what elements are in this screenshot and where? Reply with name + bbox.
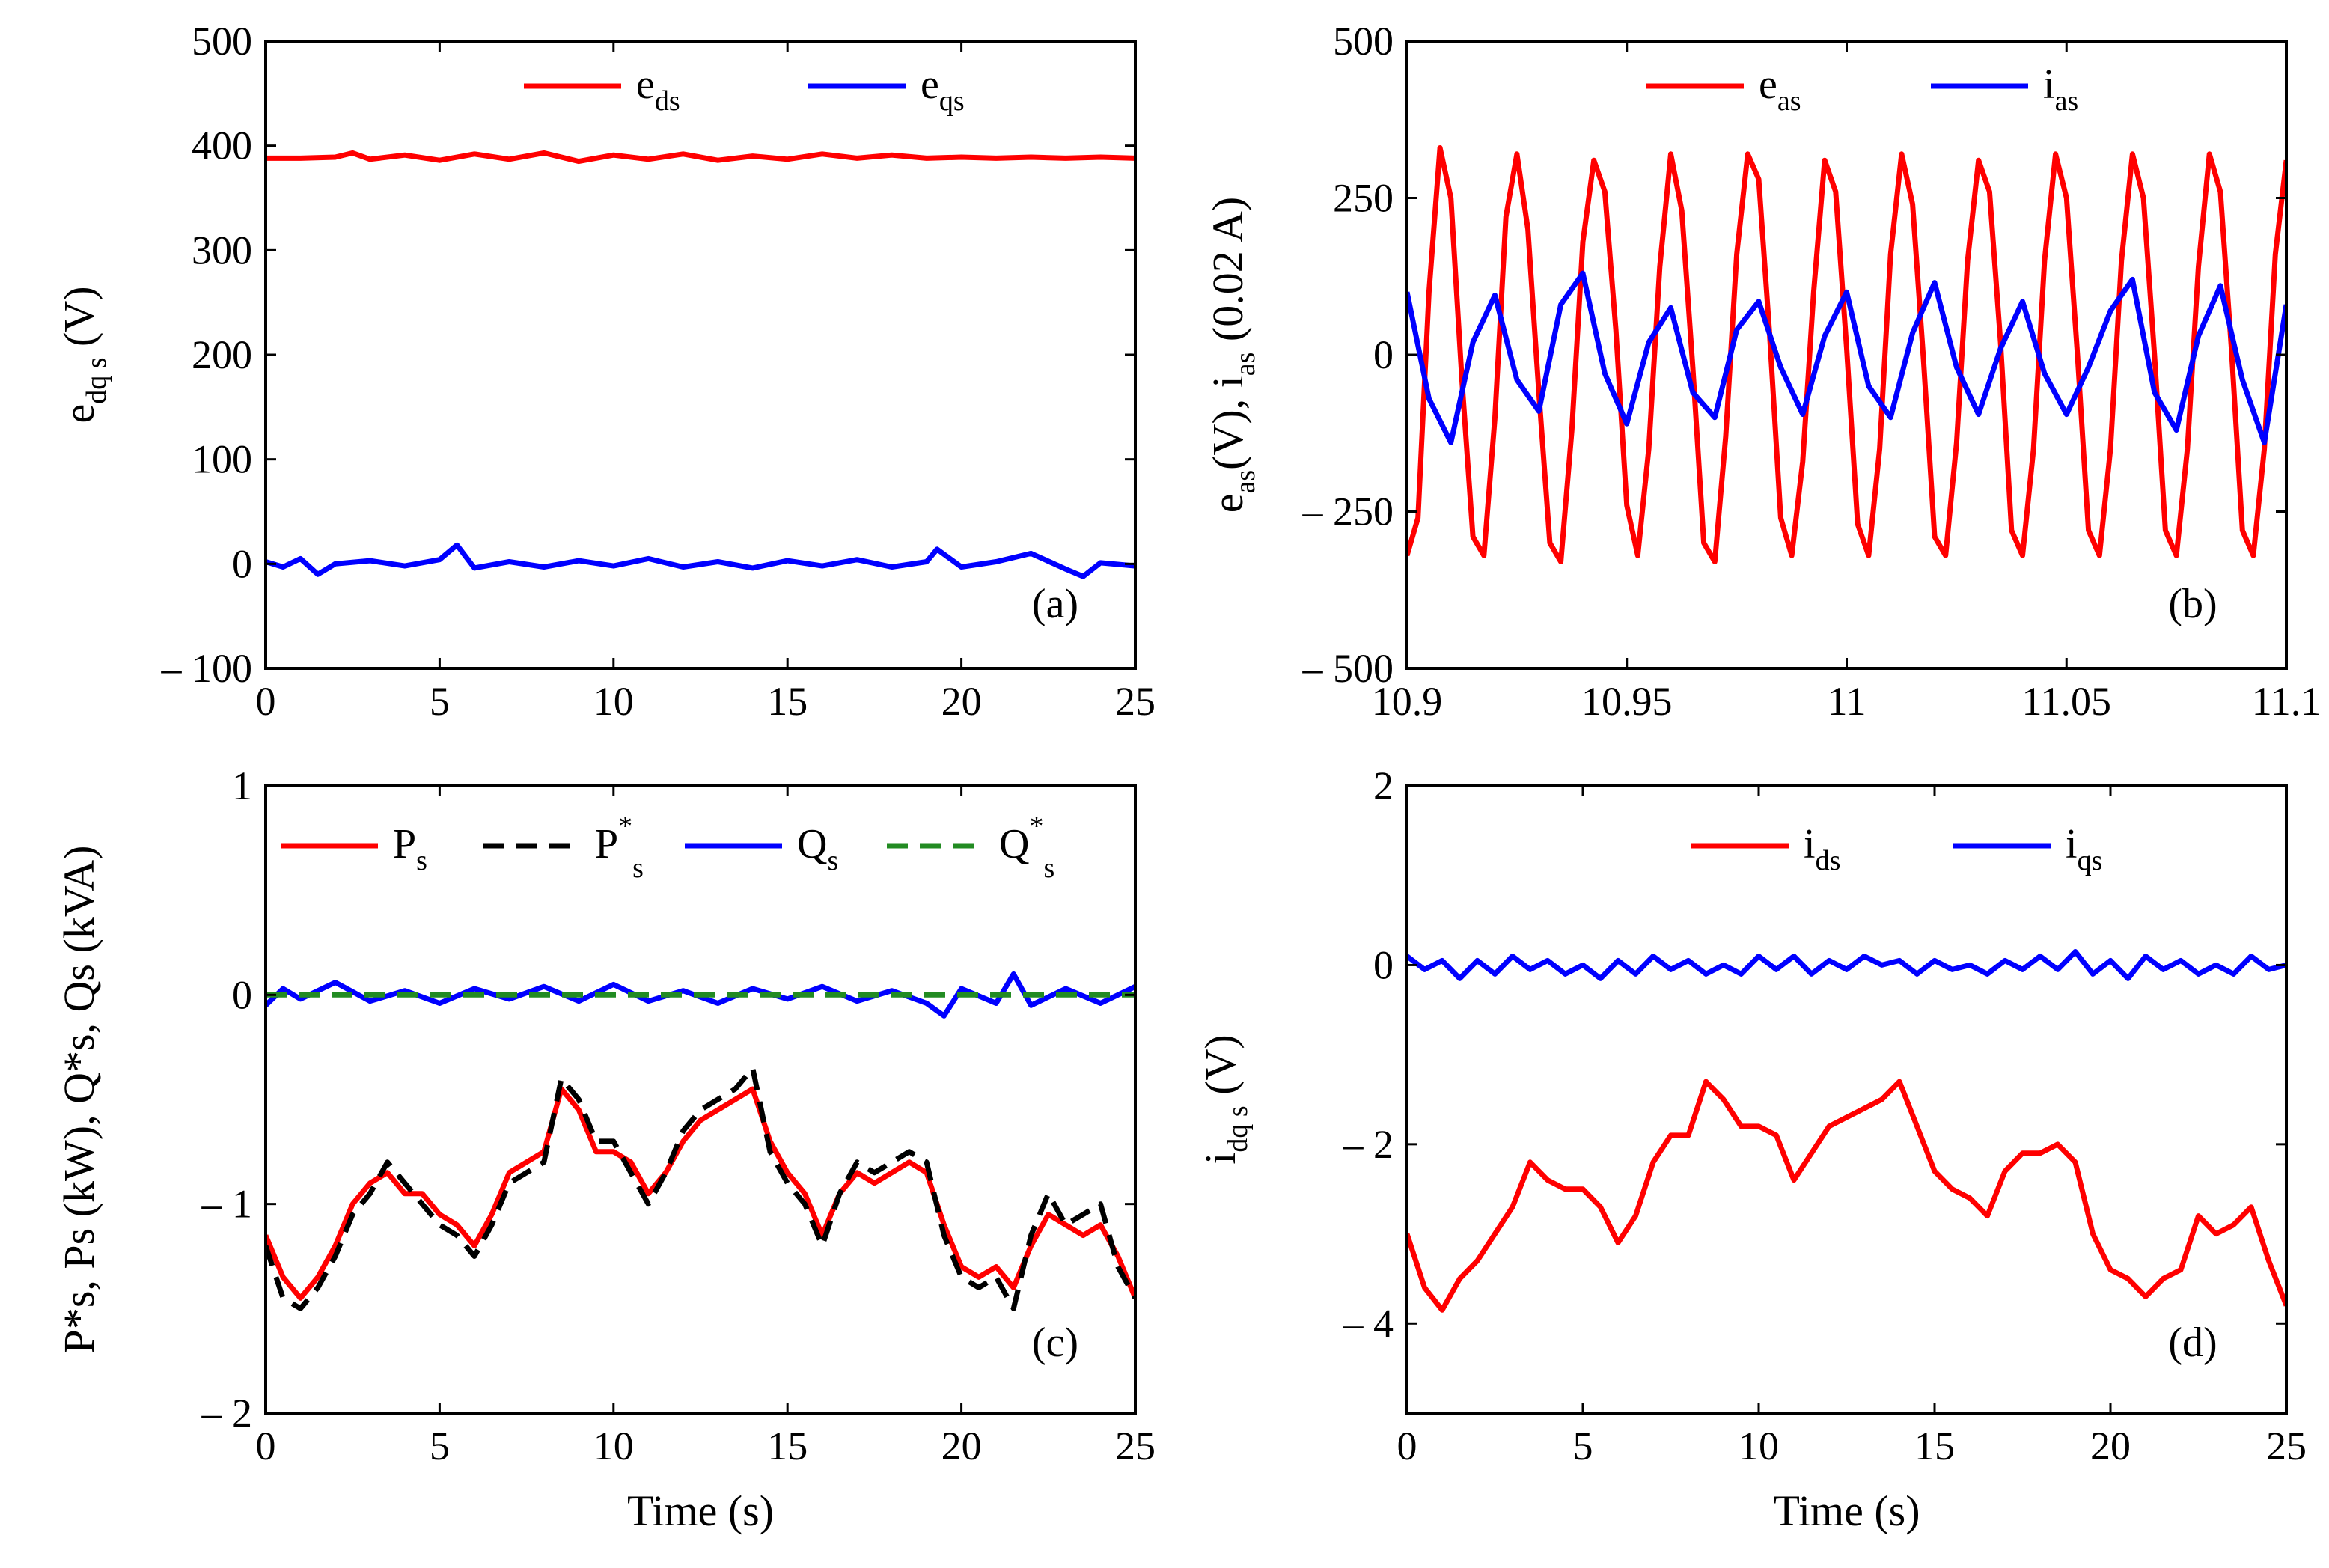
panel-c: 0 5 10 15 20 25 – 2 – 1 0 1 Time (s) P*s, Ps (kW), … bbox=[55, 763, 1156, 1535]
x-tick-label: 10 bbox=[593, 679, 634, 724]
y-tick-label: 250 bbox=[1333, 176, 1394, 221]
x-axis-label: Time (s) bbox=[1773, 1486, 1920, 1535]
x-tick-label: 5 bbox=[430, 1424, 450, 1468]
y-tick-label: 0 bbox=[232, 972, 252, 1017]
x-tick-label: 15 bbox=[767, 679, 808, 724]
legend-label: Ps bbox=[393, 821, 427, 876]
y-axis-label: eas(V), ias (0.02 A) bbox=[1203, 197, 1261, 513]
y-tick-label: 0 bbox=[1373, 942, 1394, 987]
y-tick-label: 0 bbox=[1373, 332, 1394, 377]
x-tick-label: 25 bbox=[2266, 1424, 2307, 1468]
panel-b: 10.9 10.95 11 11.05 11.1 – 500 – 250 0 250 500 eas… bbox=[1203, 19, 2321, 724]
x-tick-label: 10 bbox=[1739, 1424, 1779, 1468]
series-p-s bbox=[266, 1086, 1135, 1301]
legend-label: eas bbox=[1759, 61, 1801, 117]
legend-label: Q*s bbox=[999, 811, 1054, 884]
legend-label: eds bbox=[636, 61, 680, 117]
panel-d: 0 5 10 15 20 25 – 4 – 2 0 2 Time (s) idq s (V) ids iq… bbox=[1196, 763, 2307, 1535]
legend-label: P*s bbox=[595, 811, 644, 884]
y-tick-label: 0 bbox=[232, 541, 252, 586]
panel-label: (a) bbox=[1032, 581, 1078, 627]
y-tick-label: 500 bbox=[1333, 19, 1394, 64]
x-tick-label: 25 bbox=[1115, 1424, 1156, 1468]
y-tick-label: 1 bbox=[232, 763, 252, 808]
legend-label: eqs bbox=[921, 61, 965, 117]
y-tick-label: 500 bbox=[192, 19, 252, 64]
series-i-as bbox=[1407, 270, 2286, 445]
series-i-qs bbox=[1407, 949, 2286, 981]
x-tick-label: 15 bbox=[767, 1424, 808, 1468]
x-tick-label: 10.9 bbox=[1372, 679, 1443, 724]
series-e-as bbox=[1407, 145, 2286, 564]
x-tick-label: 5 bbox=[430, 679, 450, 724]
series-e-ds bbox=[266, 150, 1135, 165]
y-tick-label: 100 bbox=[192, 437, 252, 482]
x-tick-label: 25 bbox=[1115, 679, 1156, 724]
x-tick-label: 10.95 bbox=[1581, 679, 1673, 724]
x-tick-label: 20 bbox=[941, 1424, 982, 1468]
x-tick-label: 11 bbox=[1828, 679, 1866, 724]
x-tick-label: 11.05 bbox=[2022, 679, 2112, 724]
legend-label: Qs bbox=[797, 821, 838, 876]
y-tick-label: – 2 bbox=[201, 1391, 253, 1436]
legend-label: iqs bbox=[2066, 821, 2102, 876]
x-tick-label: 0 bbox=[1397, 1424, 1417, 1468]
x-tick-label: 5 bbox=[1573, 1424, 1593, 1468]
series-p-s- bbox=[266, 1065, 1135, 1311]
y-axis-label: P*s, Ps (kW), Q*s, Qs (kVA) bbox=[55, 846, 103, 1354]
legend-label: ias bbox=[2043, 61, 2078, 117]
y-tick-label: – 250 bbox=[1302, 489, 1394, 534]
plot-frame bbox=[1405, 784, 2288, 1415]
y-tick-label: – 100 bbox=[161, 646, 253, 691]
series-i-ds bbox=[1407, 1079, 2286, 1313]
y-tick-label: – 4 bbox=[1343, 1301, 1394, 1346]
x-tick-label: 0 bbox=[256, 1424, 276, 1468]
y-tick-label: 400 bbox=[192, 123, 252, 168]
y-tick-label: – 500 bbox=[1302, 646, 1394, 691]
panel-label: (d) bbox=[2168, 1320, 2217, 1366]
x-tick-label: 10 bbox=[593, 1424, 634, 1468]
y-axis-label: edq s (V) bbox=[55, 286, 112, 423]
y-tick-label: – 1 bbox=[201, 1182, 253, 1227]
panel-label: (b) bbox=[2168, 581, 2217, 627]
x-tick-label: 20 bbox=[941, 679, 982, 724]
y-tick-label: 300 bbox=[192, 228, 252, 272]
panel-label: (c) bbox=[1032, 1320, 1078, 1366]
y-tick-label: – 2 bbox=[1343, 1122, 1394, 1167]
x-tick-label: 20 bbox=[2090, 1424, 2131, 1468]
legend-label: ids bbox=[1804, 821, 1840, 876]
x-tick-label: 15 bbox=[1914, 1424, 1955, 1468]
plot-frame bbox=[264, 784, 1137, 1415]
x-tick-label: 11.1 bbox=[2252, 679, 2322, 724]
y-tick-label: 200 bbox=[192, 332, 252, 377]
y-axis-label: idq s (V) bbox=[1196, 1034, 1254, 1164]
x-tick-label: 0 bbox=[256, 679, 276, 724]
y-tick-label: 2 bbox=[1373, 763, 1394, 808]
series-e-qs bbox=[266, 542, 1135, 579]
x-axis-label: Time (s) bbox=[627, 1486, 774, 1535]
